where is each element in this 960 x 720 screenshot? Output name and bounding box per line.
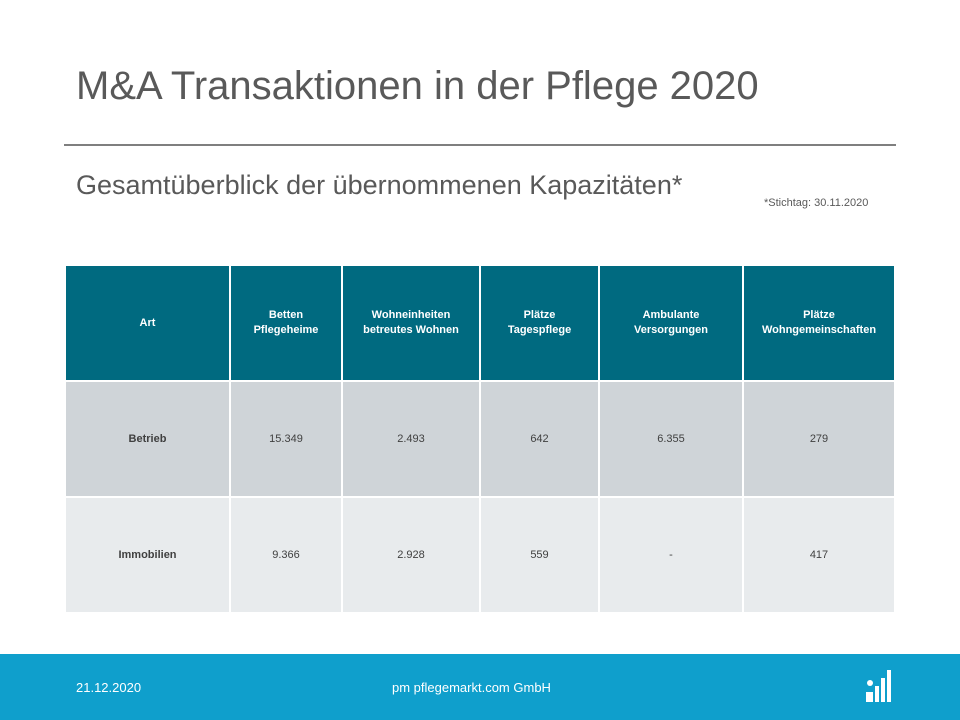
slide-title: M&A Transaktionen in der Pflege 2020	[76, 64, 759, 108]
bar-chart-logo-icon	[866, 670, 891, 702]
table-cell: 642	[479, 380, 600, 498]
table-cell: 417	[742, 496, 896, 614]
header-tagespflege: Plätze Tagespflege	[479, 264, 600, 382]
table-cell: 6.355	[598, 380, 744, 498]
table-cell: 15.349	[229, 380, 343, 498]
header-art: Art	[64, 264, 231, 382]
header-ambulante: Ambulante Versorgungen	[598, 264, 744, 382]
table-cell: 9.366	[229, 496, 343, 614]
table-cell: 2.928	[341, 496, 481, 614]
table-cell: 2.493	[341, 380, 481, 498]
footer-company: pm pflegemarkt.com GmbH	[392, 680, 551, 695]
title-divider	[64, 144, 896, 146]
footer-bar: 21.12.2020 pm pflegemarkt.com GmbH	[0, 654, 960, 720]
header-wohneinheiten: Wohneinheiten betreutes Wohnen	[341, 264, 481, 382]
table-cell: -	[598, 496, 744, 614]
header-wohngemeinschaften: Plätze Wohngemeinschaften	[742, 264, 896, 382]
capacity-table: Art Betten Pflegeheime Wohneinheiten betre…	[64, 264, 896, 614]
footnote: *Stichtag: 30.11.2020	[764, 197, 869, 209]
table-row: Immobilien 9.366 2.928 559 - 417	[64, 496, 896, 614]
slide-subtitle: Gesamtüberblick der übernommenen Kapazit…	[76, 170, 683, 200]
row-label-immobilien: Immobilien	[64, 496, 231, 614]
table-header-row: Art Betten Pflegeheime Wohneinheiten betre…	[64, 264, 896, 382]
table-cell: 559	[479, 496, 600, 614]
table-row: Betrieb 15.349 2.493 642 6.355 279	[64, 380, 896, 498]
row-label-betrieb: Betrieb	[64, 380, 231, 498]
footer-date: 21.12.2020	[76, 680, 142, 695]
header-betten-pflegeheime: Betten Pflegeheime	[229, 264, 343, 382]
table-cell: 279	[742, 380, 896, 498]
